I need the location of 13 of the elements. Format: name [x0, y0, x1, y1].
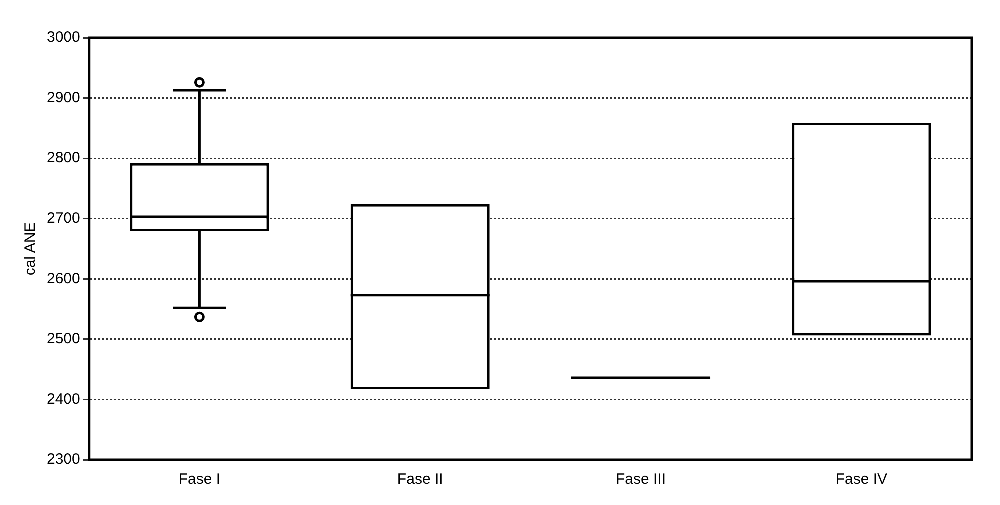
y-tick-label: 2300 [46, 451, 80, 468]
y-axis-title: cal ANE [22, 222, 40, 276]
y-tick-label: 2400 [46, 390, 80, 408]
y-tick-label: 2900 [46, 89, 80, 106]
x-tick-label: Fase I [178, 471, 221, 488]
x-tick-label: Fase III [616, 471, 666, 488]
x-tick-label: Fase IV [836, 471, 888, 488]
y-tick-label: 2500 [46, 330, 80, 348]
y-tick-label: 2800 [46, 150, 80, 167]
y-tick-label: 2700 [46, 210, 80, 227]
y-tick-label: 3000 [46, 29, 80, 46]
x-tick-label: Fase II [397, 471, 444, 488]
y-tick-label: 2600 [46, 270, 80, 288]
